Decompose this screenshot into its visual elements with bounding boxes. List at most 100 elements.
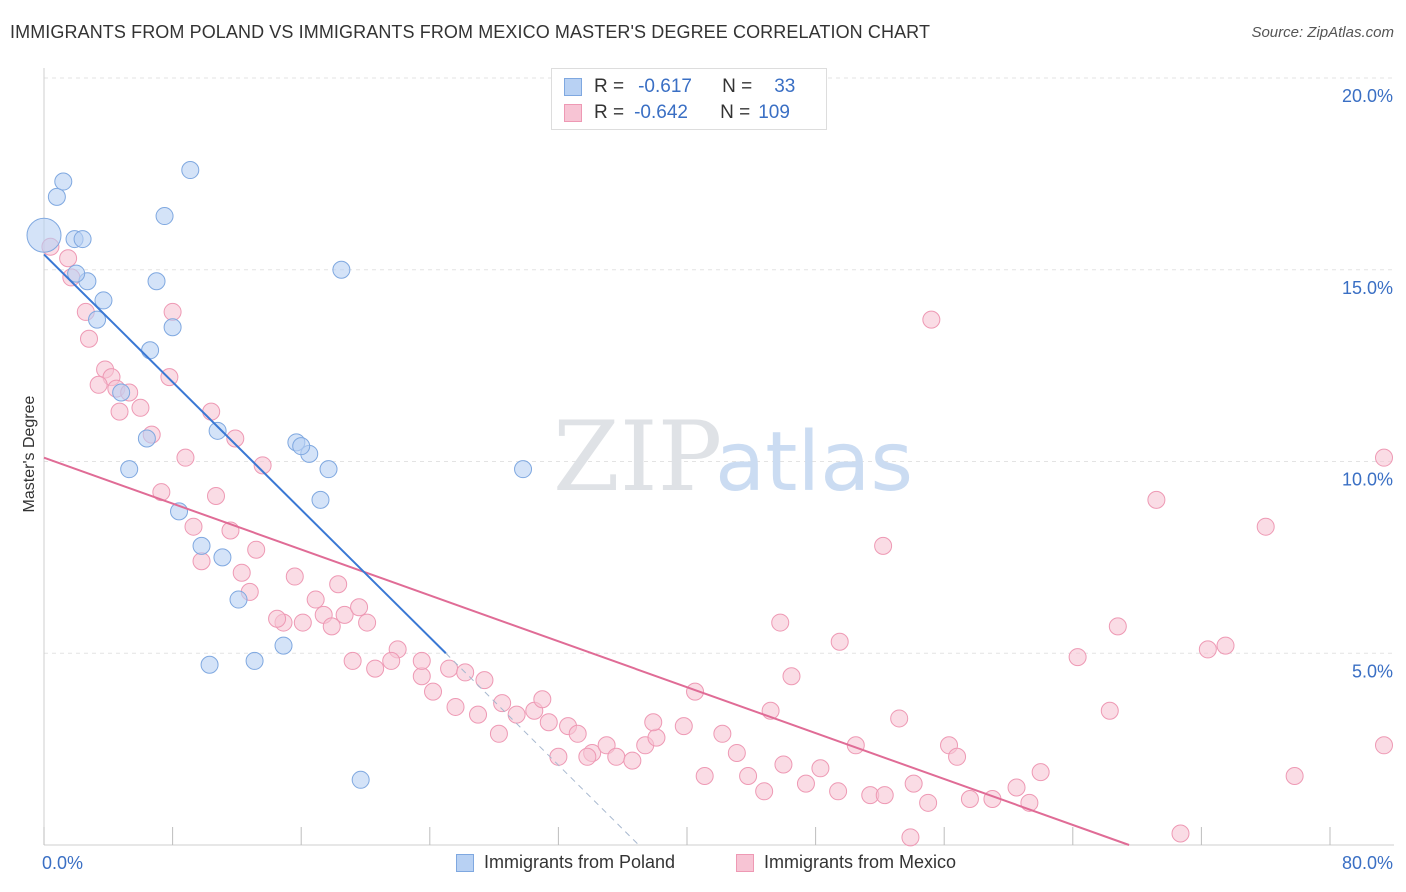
mexico-point: [1256, 517, 1275, 536]
mexico-point: [1007, 778, 1026, 797]
mexico-point: [160, 368, 179, 387]
mexico-point: [686, 682, 705, 701]
mexico-swatch: [564, 104, 582, 122]
mexico-point: [890, 709, 909, 728]
poland-n-value: 33: [774, 76, 796, 97]
poland-point: [229, 590, 248, 609]
mexico-point: [131, 398, 150, 417]
mexico-point: [285, 567, 304, 586]
mexico-point: [306, 590, 325, 609]
mexico-point: [329, 575, 348, 594]
mexico-point: [922, 310, 941, 329]
mexico-point: [1285, 766, 1304, 785]
poland-point: [292, 437, 311, 456]
poland-r-value: -0.617: [638, 76, 692, 97]
mexico-point: [811, 759, 830, 778]
mexico-point: [1198, 640, 1217, 659]
mexico-legend-swatch: [736, 853, 754, 872]
watermark-atlas: atlas: [715, 415, 913, 510]
mexico-point: [202, 402, 221, 421]
poland-point: [67, 264, 86, 283]
poland-legend-swatch: [456, 853, 474, 872]
mexico-point: [901, 828, 920, 847]
mexico-point: [647, 728, 666, 747]
mexico-point: [247, 540, 266, 559]
chart-title: IMMIGRANTS FROM POLAND VS IMMIGRANTS FRO…: [10, 22, 931, 42]
poland-point: [200, 655, 219, 674]
mexico-series: [41, 237, 1393, 847]
mexico-point: [322, 617, 341, 636]
mexico-point: [89, 375, 108, 394]
poland-trend-line: [43, 253, 447, 654]
mexico-point: [446, 697, 465, 716]
mexico-point: [1100, 701, 1119, 720]
mexico-point: [335, 605, 354, 624]
x-tick-label-max: 80.0%: [1342, 853, 1393, 873]
mexico-point: [226, 429, 245, 448]
mexico-point: [412, 651, 431, 670]
mexico-point: [829, 782, 848, 801]
mexico-point: [771, 613, 790, 632]
y-tick-label: 10.0%: [1342, 470, 1393, 490]
mexico-point: [539, 713, 558, 732]
stats-row-poland: R = -0.617 N = 33: [564, 75, 795, 99]
mexico-point: [1147, 490, 1166, 509]
mexico-trend-line: [43, 456, 1130, 846]
poland-point: [47, 187, 66, 206]
poland-point: [208, 421, 227, 440]
r-label: R =: [594, 76, 625, 97]
watermark-zip: ZIP: [553, 401, 722, 513]
mexico-point: [1108, 617, 1127, 636]
poland-point: [155, 207, 174, 226]
poland-point: [163, 318, 182, 337]
mexico-point: [489, 724, 508, 743]
poland-point: [274, 636, 293, 655]
poland-point: [141, 341, 160, 360]
poland-point: [332, 260, 351, 279]
mexico-point: [493, 694, 512, 713]
legend-label-mexico: Immigrants from Mexico: [764, 852, 957, 872]
mexico-point: [796, 774, 815, 793]
x-tick-label-min: 0.0%: [42, 853, 83, 873]
mexico-point: [597, 736, 616, 755]
poland-point: [319, 460, 338, 479]
stats-row-mexico: R = -0.642 N = 109: [564, 101, 790, 125]
r-label: R =: [594, 102, 625, 123]
mexico-point: [713, 724, 732, 743]
mexico-point: [80, 329, 99, 348]
mexico-point: [1375, 448, 1393, 467]
mexico-point: [568, 724, 587, 743]
mexico-n-value: 109: [758, 102, 790, 123]
legend-item-poland[interactable]: Immigrants from Poland: [456, 852, 675, 873]
mexico-point: [358, 613, 377, 632]
mexico-point: [469, 705, 488, 724]
poland-point: [26, 217, 62, 253]
mexico-point: [739, 766, 758, 785]
stats-legend: R = -0.617 N = 33 R = -0.642 N = 109: [551, 68, 827, 130]
legend-label-poland: Immigrants from Poland: [484, 852, 676, 872]
watermark: ZIP atlas: [553, 401, 913, 513]
mexico-point: [507, 705, 526, 724]
mexico-point: [904, 774, 923, 793]
mexico-point: [152, 483, 171, 502]
mexico-point: [919, 793, 938, 812]
mexico-point: [343, 651, 362, 670]
mexico-point: [674, 717, 693, 736]
mexico-point: [382, 651, 401, 670]
bottom-legend: Immigrants from Poland Immigrants from M…: [0, 852, 1406, 878]
mexico-point: [293, 613, 312, 632]
mexico-point: [350, 598, 369, 617]
mexico-point: [755, 782, 774, 801]
mexico-point: [163, 302, 182, 321]
legend-item-mexico[interactable]: Immigrants from Mexico: [736, 852, 956, 873]
mexico-point: [623, 751, 642, 770]
n-label: N =: [722, 76, 753, 97]
poland-point: [311, 490, 330, 509]
mexico-point: [412, 667, 431, 686]
poland-series: [26, 161, 533, 789]
poland-point: [351, 770, 370, 789]
mexico-point: [774, 755, 793, 774]
mexico-point: [176, 448, 195, 467]
mexico-point: [578, 747, 597, 766]
